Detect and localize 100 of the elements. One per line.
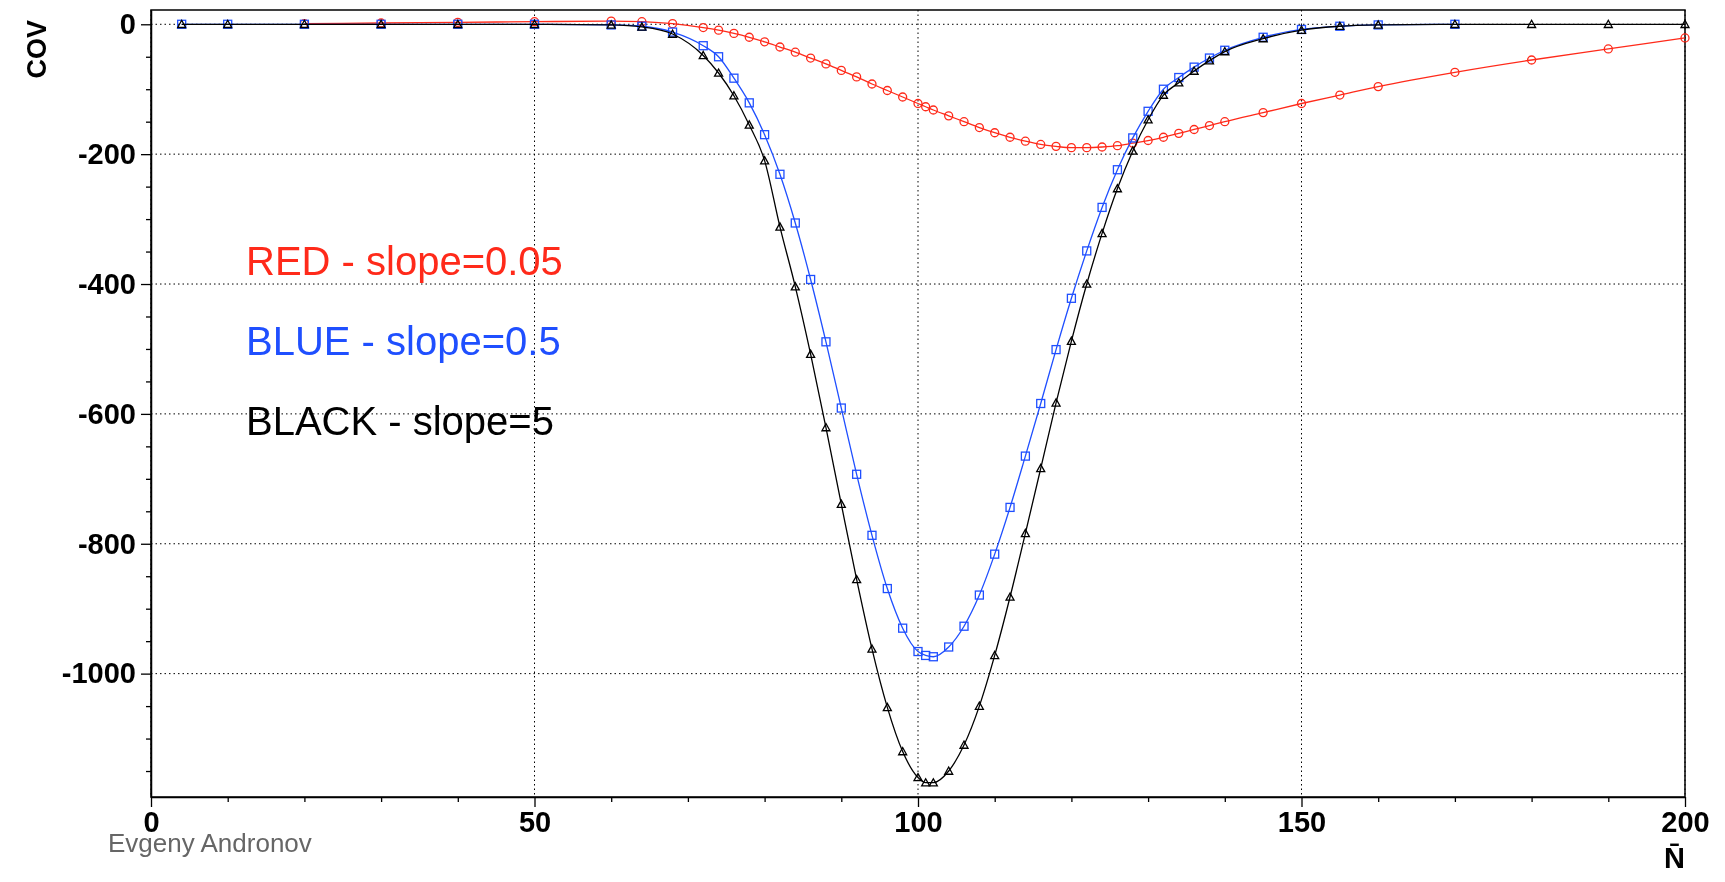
y-tick-label: 0: [119, 8, 136, 41]
x-tick-label: 100: [894, 805, 943, 838]
point: [974, 122, 985, 133]
point: [1603, 19, 1613, 29]
point: [1220, 117, 1230, 127]
y-tick-label: -800: [77, 527, 136, 560]
x-axis-title: N̄: [1664, 842, 1685, 874]
point: [698, 50, 708, 60]
point: [759, 156, 770, 165]
point: [882, 85, 892, 96]
point: [1020, 528, 1031, 538]
point: [836, 65, 846, 76]
point: [1097, 142, 1107, 152]
point: [867, 644, 877, 653]
point: [944, 642, 954, 652]
point: [1005, 502, 1015, 513]
point: [1036, 463, 1046, 473]
point: [1128, 146, 1138, 155]
point: [944, 111, 954, 121]
point: [1450, 67, 1460, 77]
point: [1204, 120, 1215, 131]
point: [928, 105, 938, 115]
point: [1036, 139, 1046, 150]
point: [836, 403, 846, 413]
x-tick-label: 200: [1661, 805, 1710, 838]
point: [729, 28, 739, 39]
point: [867, 79, 877, 89]
point: [959, 740, 969, 749]
point: [744, 120, 754, 129]
point: [959, 117, 969, 127]
point: [1097, 228, 1107, 238]
point: [851, 469, 862, 479]
point: [821, 59, 831, 69]
point: [1097, 202, 1107, 213]
point: [790, 218, 800, 228]
point: [1526, 19, 1537, 29]
point: [1143, 135, 1153, 146]
point: [1680, 19, 1690, 29]
point: [1005, 592, 1015, 601]
point: [698, 41, 708, 51]
point: [959, 621, 969, 631]
point: [1174, 78, 1184, 87]
point: [1051, 344, 1061, 355]
point: [898, 92, 908, 102]
point: [1258, 107, 1268, 118]
point: [1526, 55, 1537, 65]
point: [1296, 98, 1307, 109]
point: [1143, 115, 1153, 124]
point: [913, 772, 923, 782]
point: [698, 22, 708, 33]
point: [1082, 143, 1092, 153]
point: [851, 574, 862, 584]
point: [1174, 72, 1184, 83]
point: [928, 652, 938, 662]
point: [1005, 132, 1015, 142]
point: [713, 52, 724, 62]
point: [805, 274, 816, 285]
point: [1066, 143, 1077, 153]
point: [1112, 183, 1123, 193]
point: [1082, 279, 1092, 288]
point: [1158, 132, 1169, 142]
point: [1335, 90, 1345, 100]
point: [667, 18, 678, 29]
point: [1051, 141, 1061, 152]
point: [921, 650, 931, 661]
point: [990, 650, 1000, 660]
point: [913, 98, 923, 109]
point: [944, 766, 954, 775]
point: [1051, 398, 1061, 407]
point: [1373, 81, 1383, 92]
point: [805, 349, 816, 358]
point: [913, 646, 923, 657]
point: [637, 17, 647, 27]
point: [851, 72, 862, 82]
point: [775, 222, 785, 231]
point: [805, 53, 816, 63]
y-axis-title: COV: [22, 20, 52, 79]
point: [1020, 451, 1031, 461]
point: [898, 623, 908, 633]
point: [921, 102, 931, 112]
point: [898, 746, 908, 756]
point: [1143, 106, 1153, 116]
point: [974, 590, 985, 600]
point: [729, 91, 739, 100]
point: [867, 530, 877, 540]
point: [974, 701, 985, 710]
point: [775, 169, 785, 179]
y-tick-label: -600: [77, 397, 136, 430]
point: [882, 702, 892, 712]
y-tick-label: -200: [77, 137, 136, 170]
y-tick-label: -1000: [61, 657, 136, 690]
point: [1158, 84, 1169, 94]
point: [713, 25, 724, 35]
point: [790, 281, 800, 291]
point: [1128, 138, 1138, 148]
point: [759, 130, 770, 140]
point: [1082, 246, 1092, 256]
point: [1066, 336, 1077, 346]
point: [1112, 141, 1123, 151]
point: [1603, 44, 1613, 54]
